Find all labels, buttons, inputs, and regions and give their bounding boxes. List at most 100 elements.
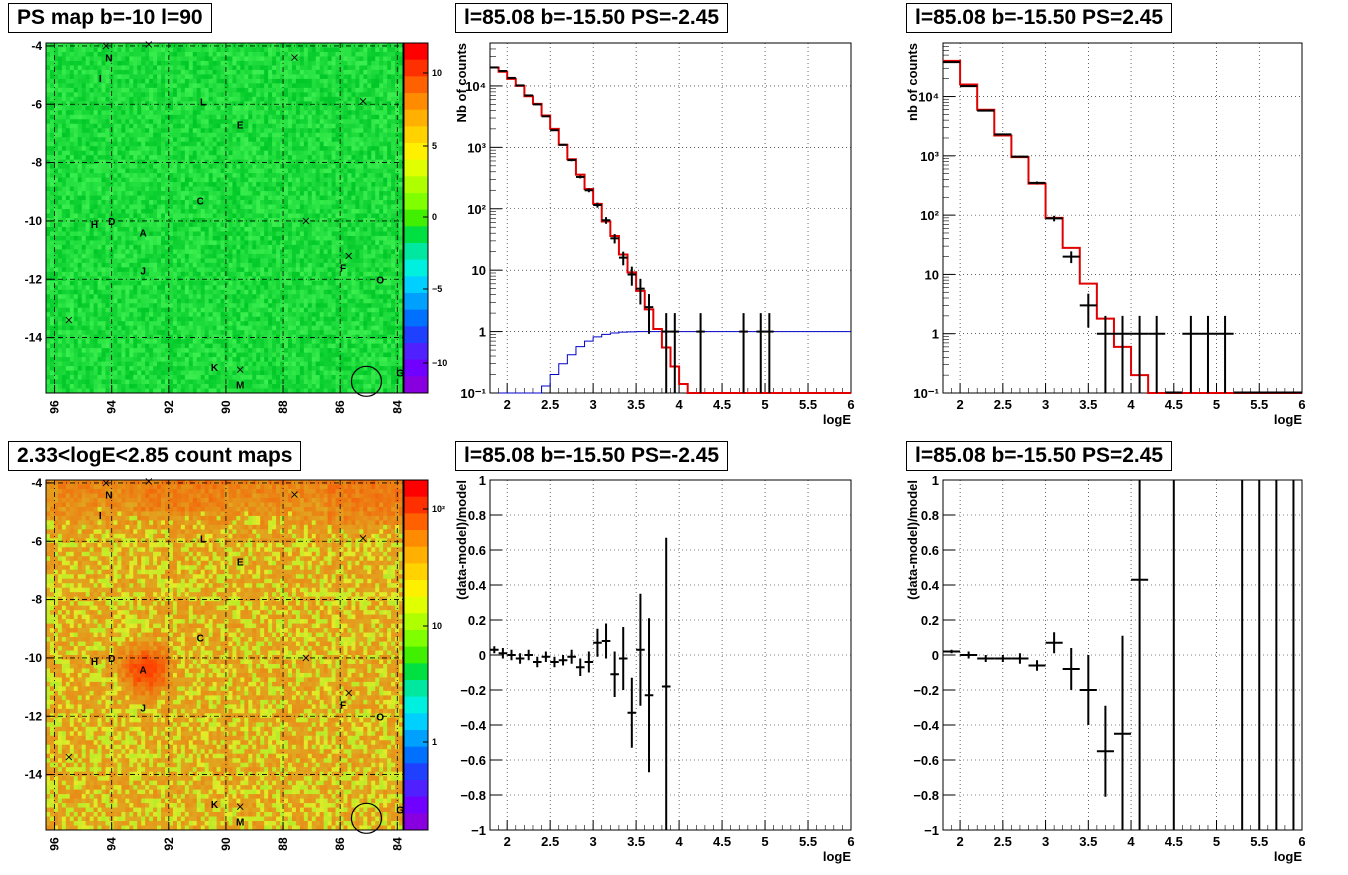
map-pixel: [69, 253, 75, 259]
map-pixel: [188, 195, 194, 201]
map-pixel: [137, 92, 142, 98]
map-pixel: [331, 114, 336, 120]
map-pixel: [109, 204, 114, 210]
map-pixel: [327, 218, 332, 223]
map-pixel: [192, 105, 198, 111]
map-pixel: [117, 289, 122, 295]
map-pixel: [85, 47, 91, 53]
map-pixel: [129, 60, 134, 66]
map-pixel: [303, 222, 309, 228]
map-pixel: [125, 222, 130, 228]
map-pixel: [73, 262, 79, 268]
map-pixel: [77, 222, 83, 228]
map-pixel: [363, 114, 368, 120]
map-pixel: [89, 87, 94, 93]
map-pixel: [236, 218, 241, 223]
map-pixel: [97, 204, 102, 210]
map-pixel: [347, 164, 352, 170]
map-pixel: [192, 177, 198, 183]
map-pixel: [244, 74, 249, 80]
map-pixel: [77, 146, 83, 152]
map-pixel: [105, 74, 110, 80]
map-pixel: [161, 218, 166, 223]
map-pixel: [145, 83, 150, 89]
map-pixel: [311, 141, 317, 147]
map-pixel: [46, 195, 51, 201]
map-pixel: [287, 74, 293, 80]
map-pixel: [172, 285, 178, 291]
map-pixel: [339, 173, 344, 179]
map-pixel: [149, 159, 154, 165]
map-pixel: [57, 60, 63, 66]
map-pixel: [347, 105, 352, 111]
map-pixel: [323, 60, 329, 66]
map-pixel: [113, 87, 118, 93]
map-pixel: [61, 155, 67, 161]
map-pixel: [57, 119, 63, 125]
map-pixel: [220, 285, 225, 291]
map-pixel: [145, 191, 150, 196]
map-pixel: [311, 209, 317, 214]
map-pixel: [117, 123, 122, 129]
map-pixel: [276, 235, 281, 241]
map-pixel: [149, 87, 154, 93]
map-pixel: [212, 280, 217, 286]
map-pixel: [272, 231, 277, 237]
map-pixel: [192, 43, 198, 48]
map-pixel: [161, 159, 166, 165]
map-pixel: [220, 191, 225, 196]
map-pixel: [109, 191, 114, 196]
map-pixel: [212, 204, 217, 210]
map-pixel: [276, 141, 281, 147]
map-pixel: [379, 182, 384, 187]
map-pixel: [77, 110, 83, 116]
map-pixel: [212, 289, 217, 295]
map-pixel: [180, 240, 186, 246]
map-pixel: [284, 65, 289, 71]
map-pixel: [125, 195, 130, 201]
map-pixel: [153, 267, 158, 273]
map-pixel: [280, 276, 285, 282]
map-pixel: [89, 69, 94, 75]
map-pixel: [244, 105, 249, 111]
map-pixel: [276, 56, 281, 62]
map-pixel: [319, 96, 325, 102]
map-pixel: [85, 141, 91, 147]
map-pixel: [73, 56, 79, 62]
map-pixel: [260, 141, 265, 147]
map-pixel: [264, 235, 269, 241]
map-pixel: [399, 280, 404, 286]
map-pixel: [375, 132, 380, 138]
map-pixel: [192, 101, 198, 107]
map-pixel: [248, 200, 253, 205]
map-pixel: [61, 101, 67, 107]
map-pixel: [121, 87, 126, 93]
map-pixel: [276, 51, 281, 57]
map-pixel: [208, 164, 213, 170]
map-pixel: [93, 177, 98, 183]
map-pixel: [268, 159, 273, 165]
map-pixel: [387, 114, 392, 120]
map-pixel: [65, 168, 71, 174]
map-pixel: [53, 65, 59, 71]
map-pixel: [335, 204, 340, 210]
map-pixel: [49, 226, 55, 232]
map-pixel: [149, 267, 154, 273]
map-pixel: [272, 132, 277, 138]
map-pixel: [105, 47, 110, 53]
map-pixel: [180, 258, 186, 264]
map-pixel: [105, 137, 110, 143]
map-pixel: [212, 186, 217, 192]
map-pixel: [77, 258, 83, 264]
map-pixel: [375, 87, 380, 93]
map-pixel: [149, 51, 154, 57]
map-pixel: [327, 132, 332, 138]
map-pixel: [157, 200, 162, 205]
map-pixel: [307, 119, 313, 125]
map-pixel: [188, 92, 194, 98]
map-pixel: [260, 200, 265, 205]
map-pixel: [291, 141, 297, 147]
map-pixel: [125, 262, 130, 268]
map-pixel: [129, 110, 134, 116]
map-pixel: [307, 96, 313, 102]
